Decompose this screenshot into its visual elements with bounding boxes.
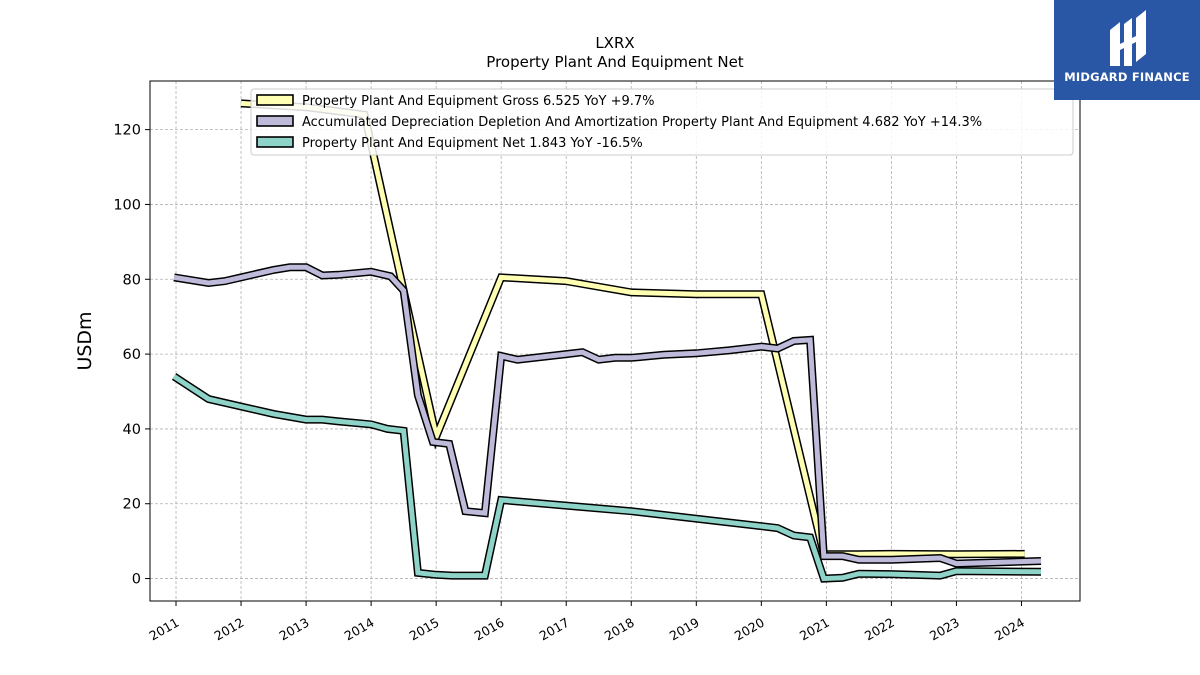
chart-subtitle: Property Plant And Equipment Net [486, 53, 743, 71]
legend-label-2: Property Plant And Equipment Net 1.843 Y… [302, 136, 643, 151]
legend-frame [250, 88, 1074, 156]
legend-label-0: Property Plant And Equipment Gross 6.525… [302, 94, 655, 109]
chart-title: LXRX [595, 34, 634, 52]
series-1-line [173, 264, 1042, 567]
logo: MIDGARD FINANCE [1054, 0, 1200, 100]
y-tick-label: 40 [123, 422, 141, 438]
legend-swatch-1 [256, 115, 294, 127]
y-tick-label: 120 [113, 123, 141, 139]
legend-swatch-2 [256, 136, 294, 148]
legend: Property Plant And Equipment Gross 6.525… [250, 88, 1074, 156]
series-2-line [172, 374, 1042, 582]
legend-swatch-0 [256, 94, 294, 106]
y-tick-label: 100 [113, 197, 141, 213]
y-axis-ticks: 0 20 40 60 80 100 120 [113, 123, 150, 588]
midgard-logo-icon [1110, 10, 1146, 66]
legend-label-1: Accumulated Depreciation Depletion And A… [302, 115, 982, 130]
y-axis-label: USDm [74, 311, 96, 370]
grid-lines [150, 81, 1080, 601]
plot-frame [149, 80, 1081, 602]
y-tick-label: 60 [123, 347, 141, 363]
logo-text: MIDGARD FINANCE [1064, 70, 1190, 84]
y-tick-label: 0 [132, 572, 141, 588]
y-tick-label: 20 [123, 497, 141, 513]
series-0-line [240, 100, 1025, 557]
y-tick-label: 80 [123, 272, 141, 288]
series-lines [171, 99, 1042, 583]
